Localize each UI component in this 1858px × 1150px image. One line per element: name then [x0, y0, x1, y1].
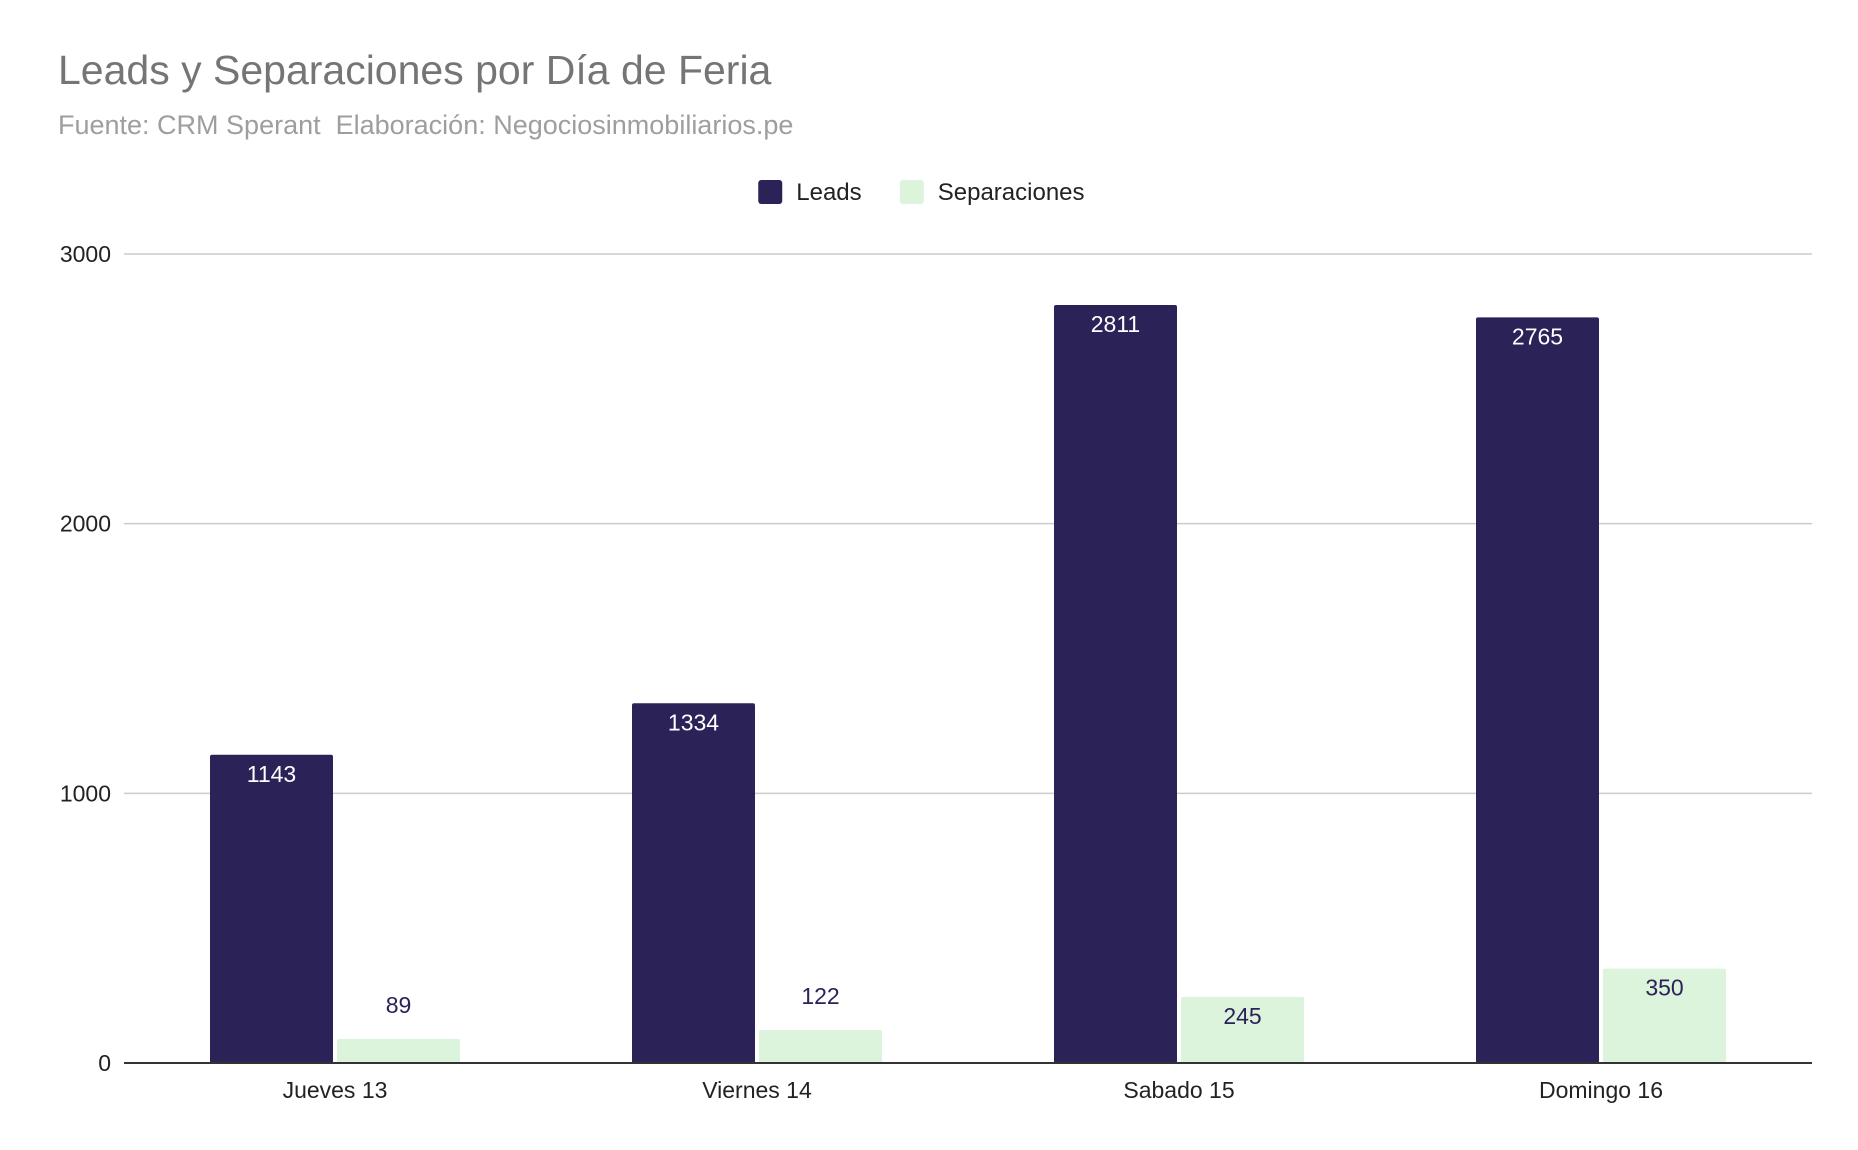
x-tick-label: Jueves 13: [283, 1077, 388, 1103]
data-label: 122: [801, 983, 839, 1009]
data-label: 2765: [1512, 323, 1563, 349]
data-label: 89: [386, 992, 412, 1018]
x-tick-label: Sabado 15: [1123, 1077, 1234, 1103]
bar-separaciones: [337, 1038, 460, 1063]
data-label: 2811: [1091, 311, 1140, 337]
data-label: 350: [1645, 975, 1683, 1001]
y-tick-label: 0: [98, 1050, 111, 1076]
y-tick-label: 2000: [60, 511, 111, 537]
data-label: 1334: [668, 709, 719, 735]
bar-separaciones: [759, 1030, 882, 1063]
x-tick-label: Domingo 16: [1539, 1077, 1663, 1103]
bar-leads: [632, 703, 755, 1063]
legend-label-separaciones: Separaciones: [938, 179, 1085, 206]
x-tick-label: Viernes 14: [702, 1077, 812, 1103]
legend-swatch-leads: [758, 180, 783, 204]
bar-leads: [1476, 317, 1599, 1063]
legend-swatch-separaciones: [899, 180, 924, 204]
data-label: 245: [1223, 1003, 1261, 1029]
bar-leads: [210, 754, 333, 1063]
bar-leads: [1054, 304, 1177, 1063]
chart-subtitle: Fuente: CRM Sperant Elaboración: Negocio…: [58, 110, 794, 140]
data-label: 1143: [247, 761, 296, 787]
y-tick-label: 1000: [60, 780, 111, 806]
bar-separaciones: [1603, 968, 1726, 1063]
y-tick-label: 3000: [60, 241, 111, 267]
chart-title: Leads y Separaciones por Día de Feria: [58, 47, 772, 93]
bar-separaciones: [1181, 996, 1304, 1063]
legend-label-leads: Leads: [796, 179, 861, 206]
